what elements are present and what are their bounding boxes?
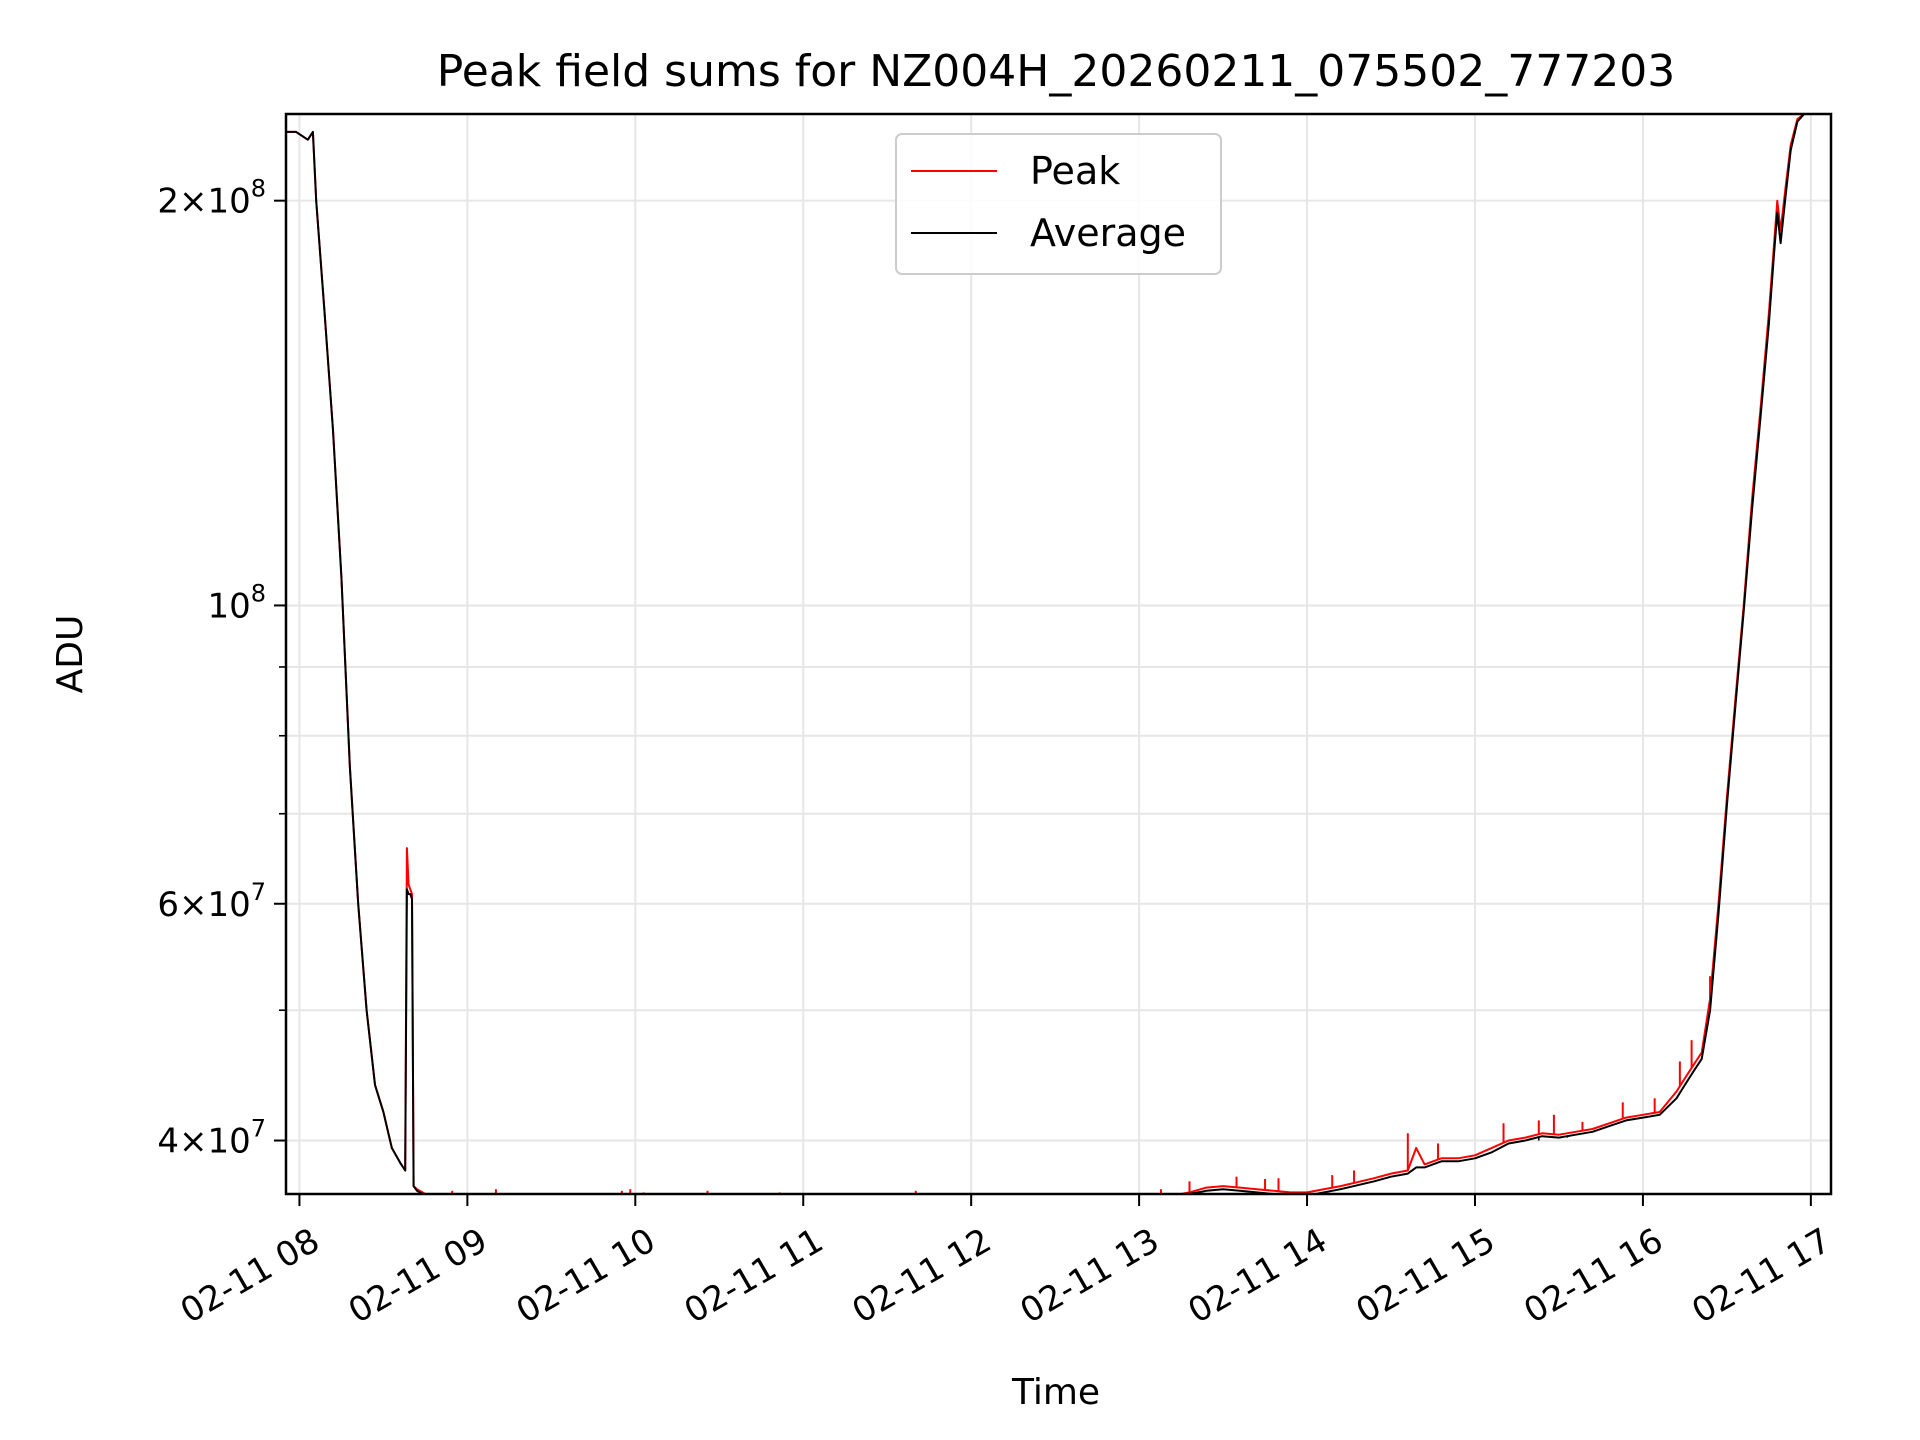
series-line-average — [286, 114, 1811, 1194]
axes-frame — [284, 112, 1833, 1196]
legend-label-average: Average — [1030, 211, 1186, 255]
y-tick-label-2: 108 — [207, 579, 266, 626]
x-axis-label: Time — [1011, 1372, 1100, 1413]
plot-lines — [286, 114, 1811, 1194]
chart-title: Peak field sums for NZ004H_20260211_0755… — [437, 46, 1675, 97]
peak-spikes — [451, 976, 1712, 1194]
y-tick-label-1: 6×107 — [157, 878, 266, 925]
series-line-peak — [286, 114, 1811, 1194]
y-axis-ticks: 4×107 6×107 108 2×108 — [157, 175, 286, 1162]
y-tick-label-3: 2×108 — [157, 175, 266, 222]
plot-area — [286, 114, 1831, 1194]
legend-label-peak: Peak — [1030, 149, 1120, 193]
average-dips — [1537, 1130, 1597, 1141]
legend-box — [895, 133, 1222, 275]
y-axis-label: ADU — [50, 615, 91, 694]
legend: Peak Average — [895, 133, 1222, 275]
y-tick-label-0: 4×107 — [157, 1115, 266, 1162]
